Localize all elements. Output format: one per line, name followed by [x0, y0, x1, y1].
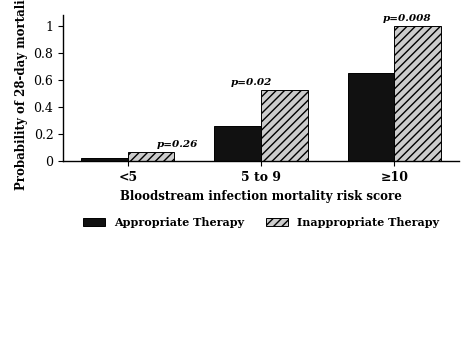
Text: p=0.008: p=0.008 — [383, 14, 431, 23]
Bar — [81, 158, 128, 161]
X-axis label: Bloodstream infection mortality risk score: Bloodstream infection mortality risk sco… — [120, 190, 402, 203]
Text: p=0.02: p=0.02 — [231, 78, 273, 87]
Legend: Appropriate Therapy, Inappropriate Therapy: Appropriate Therapy, Inappropriate Thera… — [78, 212, 444, 232]
Bar — [214, 126, 261, 161]
Text: p=0.26: p=0.26 — [156, 140, 198, 149]
Bar — [128, 152, 174, 161]
Y-axis label: Probability of 28-day mortality: Probability of 28-day mortality — [15, 0, 28, 190]
Bar — [348, 73, 394, 161]
Bar — [261, 90, 308, 161]
Bar — [394, 26, 441, 161]
